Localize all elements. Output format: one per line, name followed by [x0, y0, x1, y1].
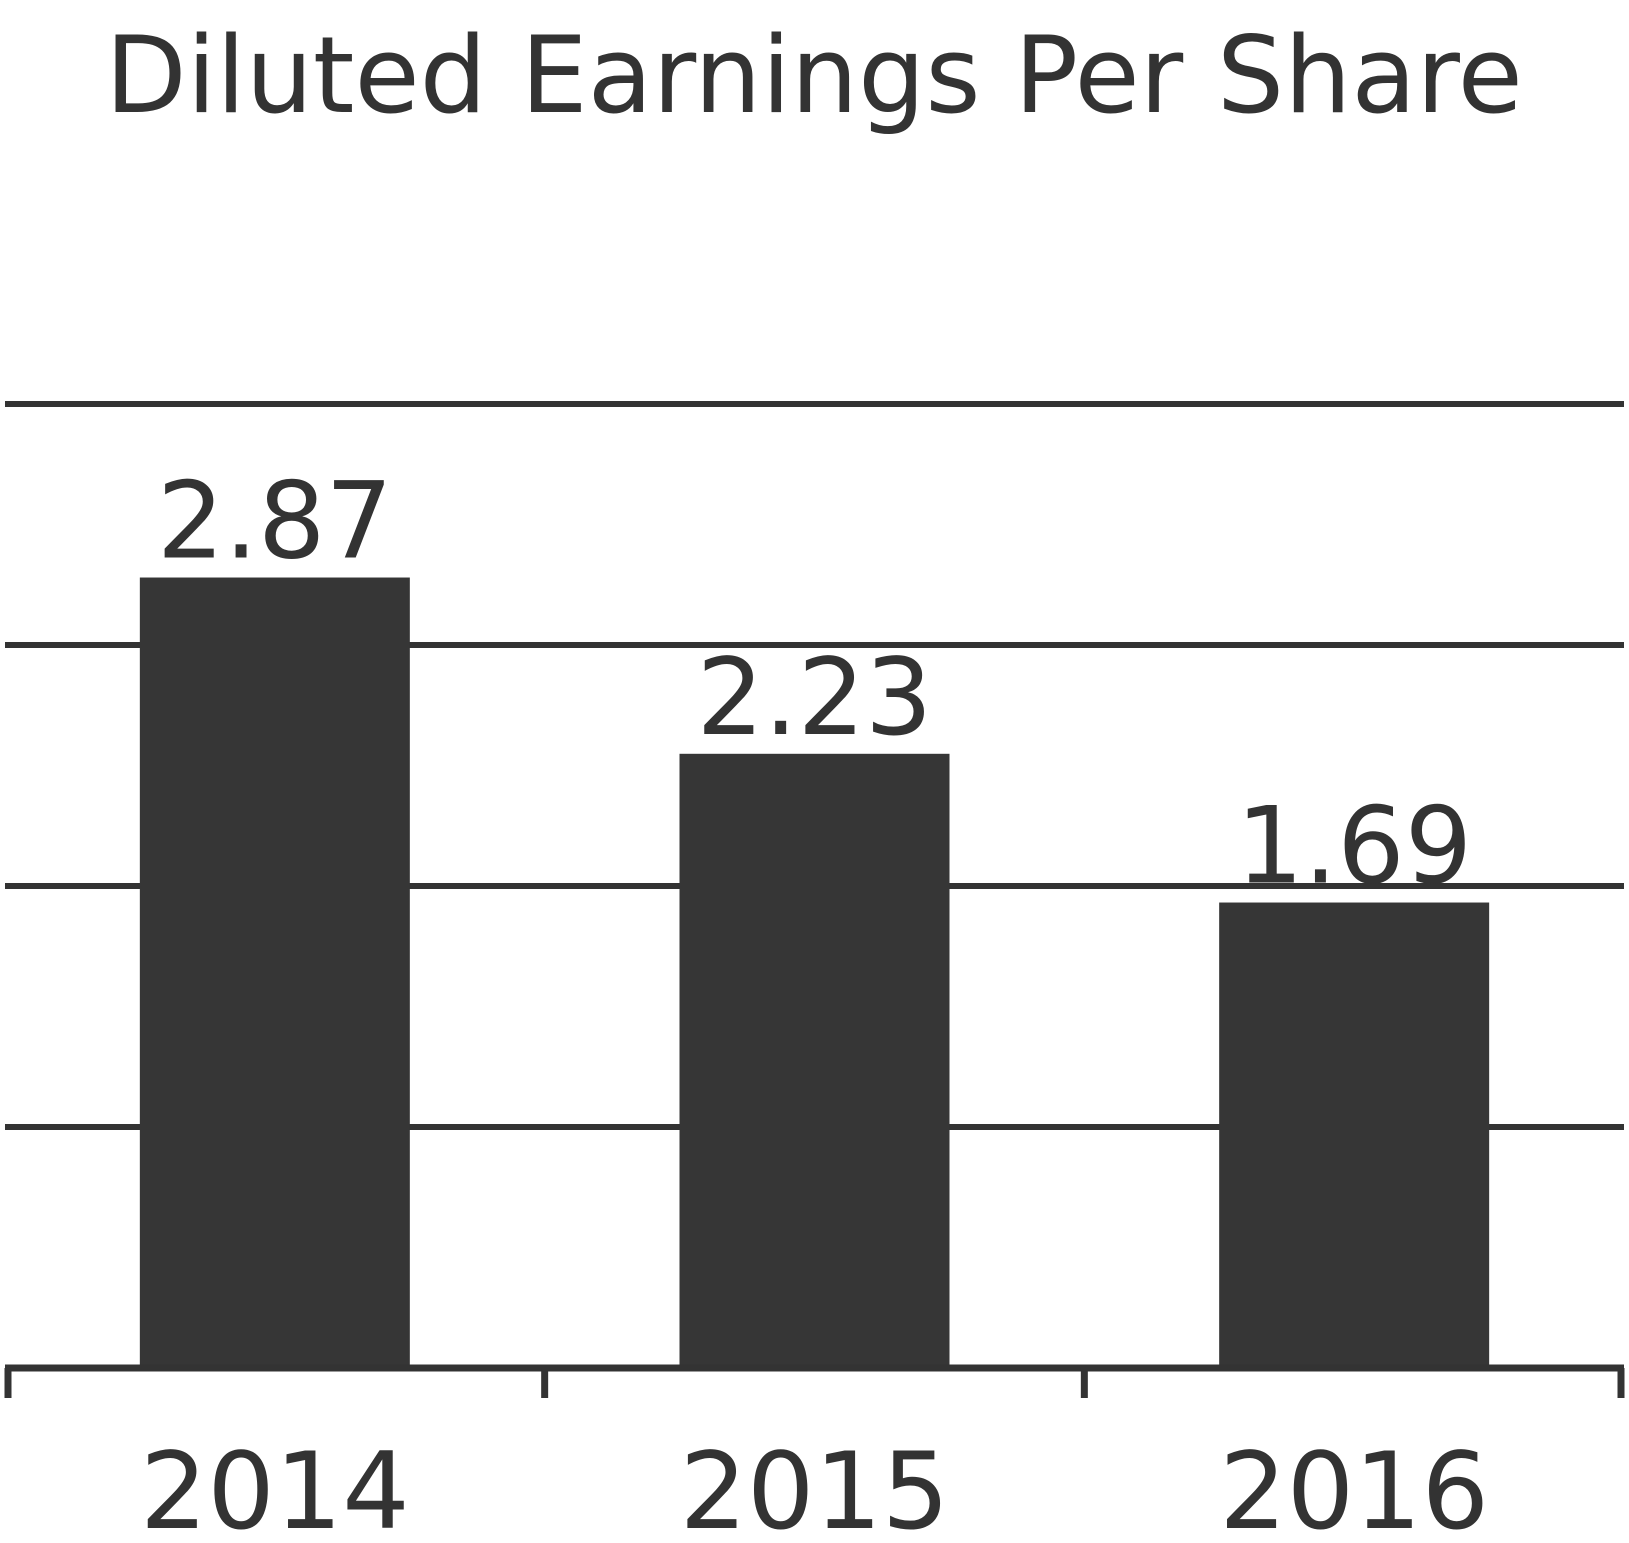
- chart-title: Diluted Earnings Per Share: [105, 14, 1523, 137]
- value-label-2014: 2.87: [157, 460, 393, 583]
- value-label-2015: 2.23: [696, 636, 932, 759]
- bar-2015: [679, 753, 950, 1368]
- bar-2016: [1219, 902, 1490, 1368]
- value-label-2016: 1.69: [1236, 785, 1472, 908]
- value-labels: 2.87 2.23 1.69: [157, 460, 1472, 908]
- bars: [139, 577, 1490, 1368]
- bar-2014: [139, 577, 410, 1368]
- x-tick-label-2015: 2015: [680, 1430, 950, 1543]
- x-tick-label-2016: 2016: [1219, 1430, 1489, 1543]
- x-tick-label-2014: 2014: [140, 1430, 410, 1543]
- x-axis: 2014 2015 2016: [4, 1364, 1625, 1543]
